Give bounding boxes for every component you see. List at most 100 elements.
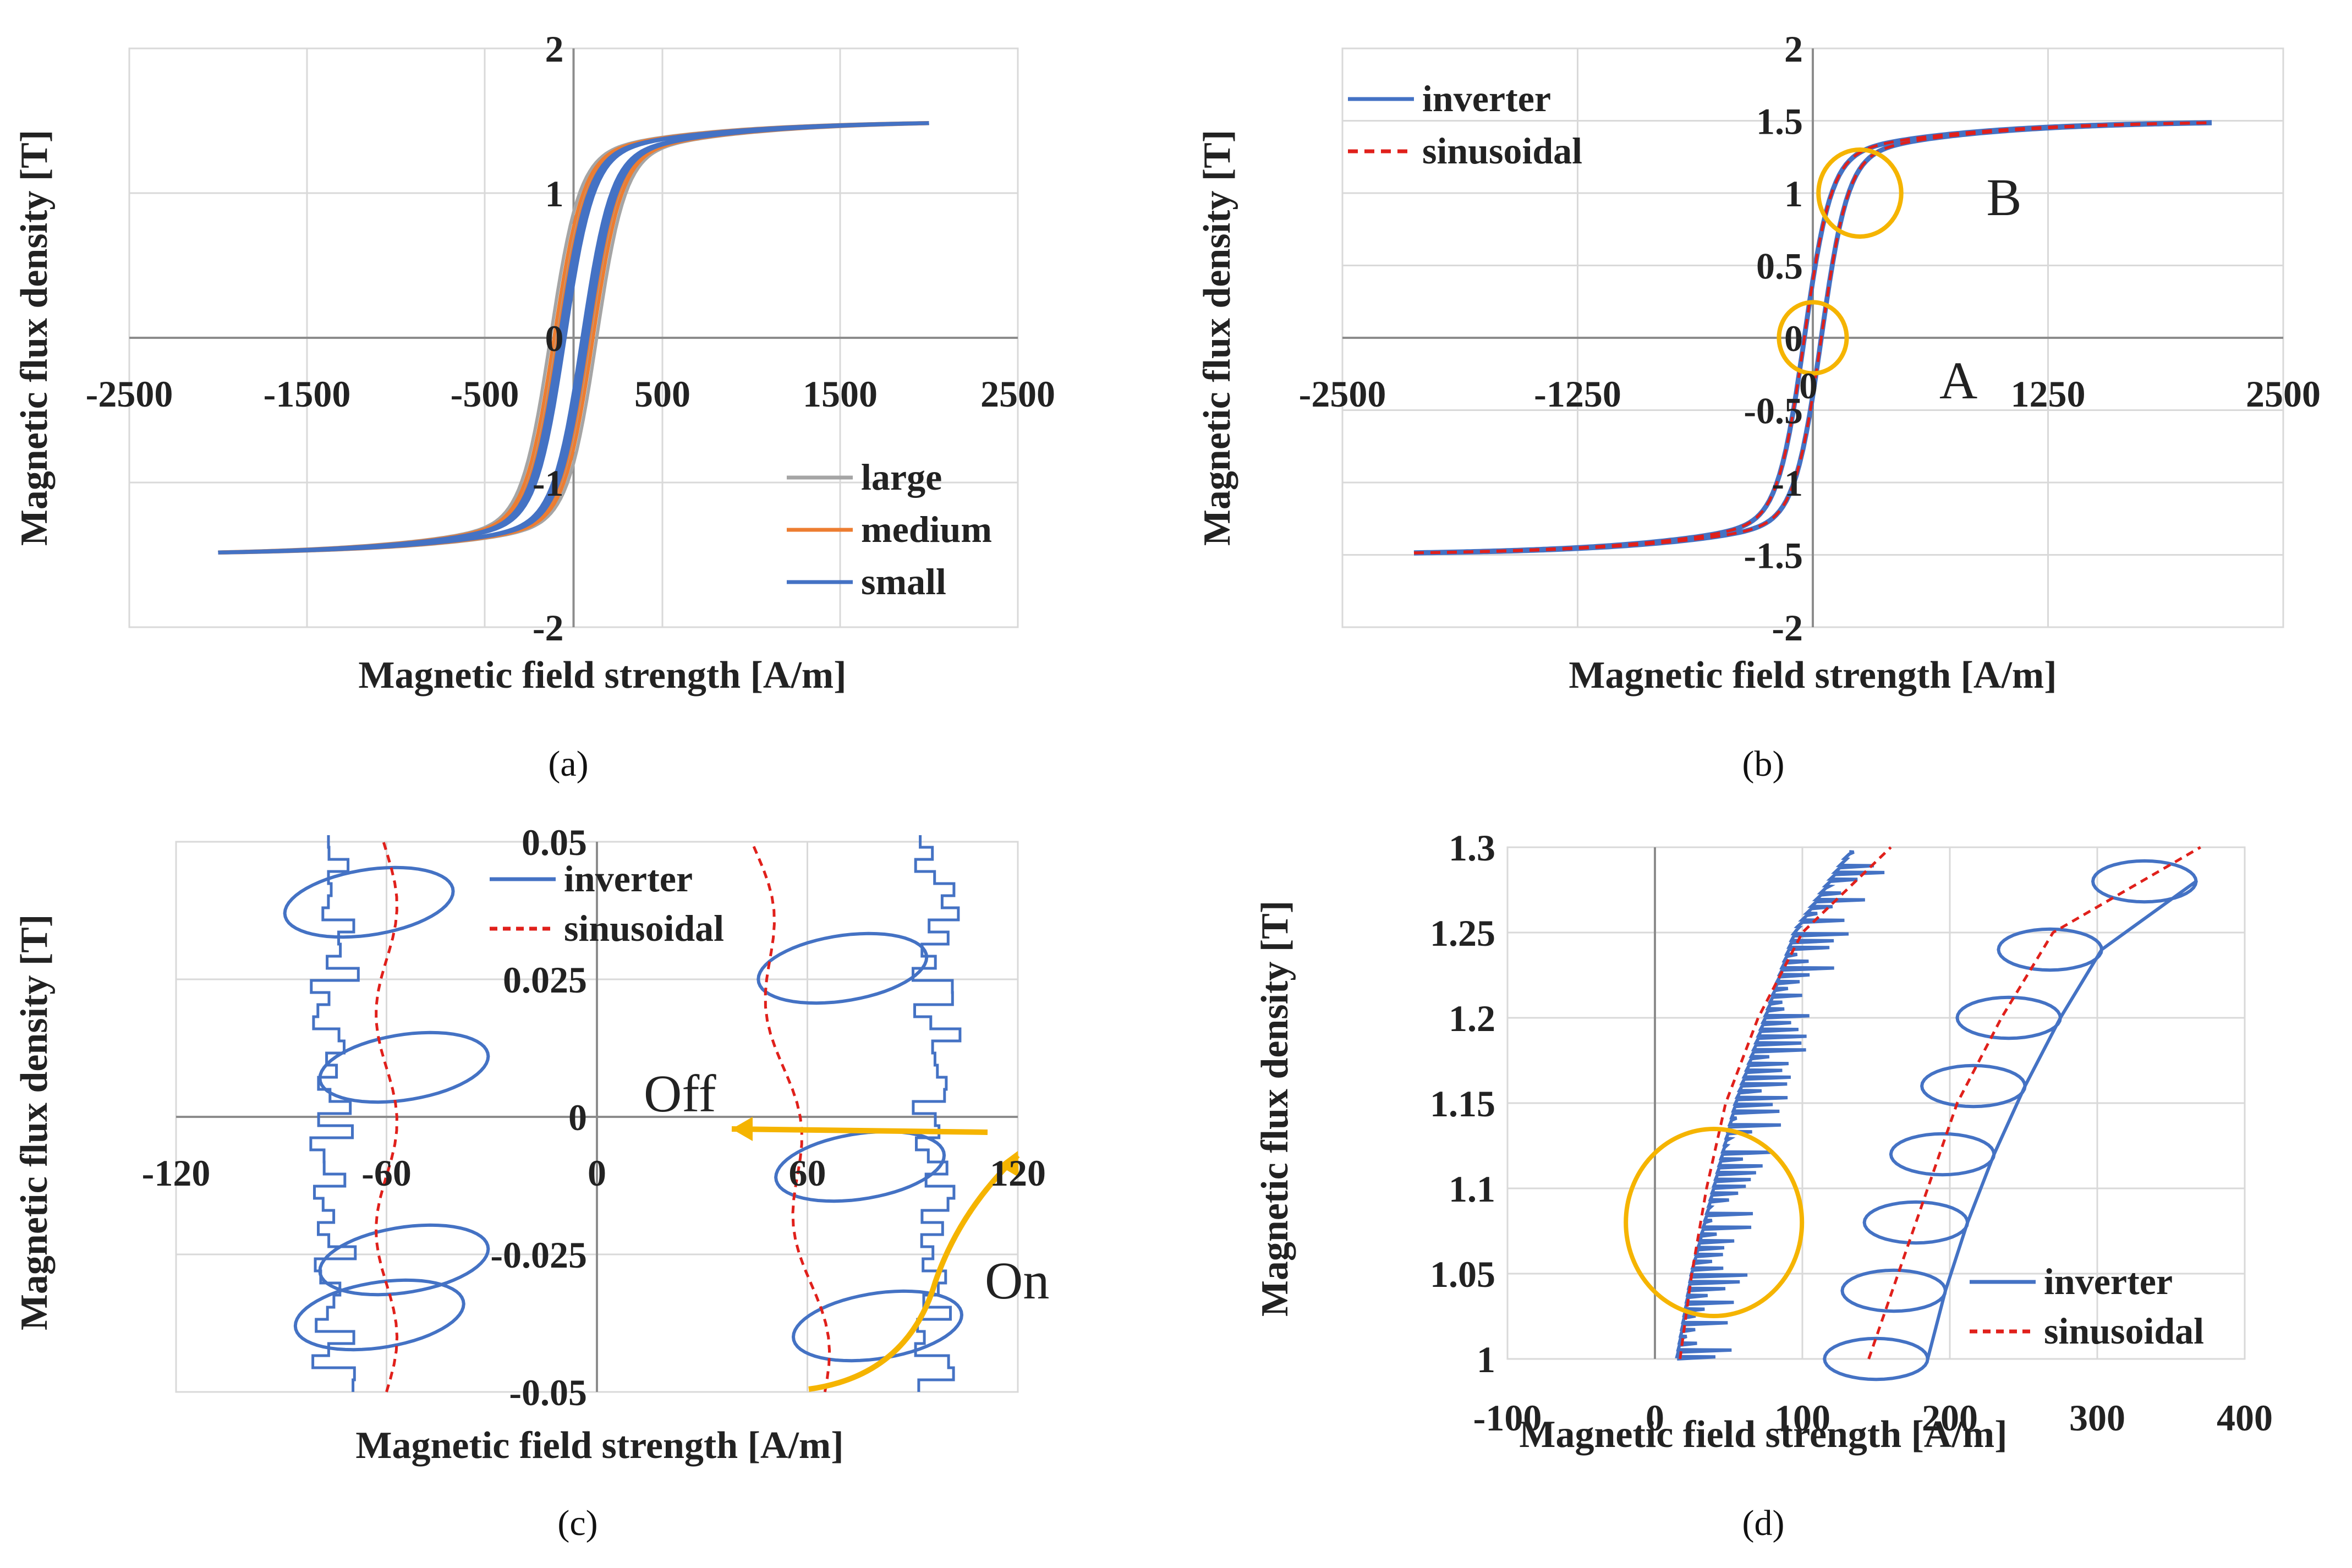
panel-b: AB-2500 -1250 1250 2500-2-1.5-1-0.500.511.5… (1196, 28, 2321, 784)
y-tick-label: 2 (1784, 28, 1803, 70)
y-tick-label: -1 (1772, 462, 1803, 504)
y-tick-label: 1 (1784, 173, 1803, 215)
annotation-label-B: B (1987, 168, 2022, 227)
y-tick-label: 1 (1477, 1339, 1495, 1380)
annotation-on-arrowhead (999, 1151, 1019, 1177)
panel-caption: (a) (548, 744, 588, 784)
y-tick-label: -0.5 (1744, 390, 1803, 432)
y-tick-label: 1.1 (1449, 1168, 1495, 1210)
annotation-circle (1624, 1127, 1805, 1318)
series-inverter-minor-loop (283, 865, 455, 939)
y-axis-title: Magnetic flux density [T] (1196, 130, 1238, 546)
x-tick-label: 300 (2069, 1397, 2125, 1439)
series-sinusoidal-branch (374, 841, 399, 1392)
annotation-label-on: On (985, 1251, 1049, 1310)
panel-caption: (b) (1742, 744, 1785, 784)
x-tick-label: 1250 (2011, 373, 2086, 415)
x-tick-label: -2500 (86, 373, 173, 415)
y-tick-label: -2 (533, 607, 564, 649)
legend-label-large: large (861, 456, 942, 498)
y-tick-label: 0.05 (522, 821, 587, 863)
annotation-circle-B (1816, 147, 1904, 239)
series-inverter-ascending (1675, 850, 1885, 1361)
series-inverter-minor-loop (791, 1289, 964, 1363)
x-tick-label: 0 (588, 1152, 606, 1194)
series-inverter-minor-loop (756, 931, 929, 1005)
series-inverter-minor-loop (318, 1223, 490, 1297)
y-tick-label: -0.05 (509, 1372, 587, 1413)
series-inverter-minor-loop (293, 1278, 465, 1352)
series-sinusoidal-ascending (1679, 846, 1892, 1359)
y-tick-label: 0 (568, 1096, 587, 1138)
x-tick-label: 120 (990, 1152, 1046, 1194)
x-tick-label: -1250 (1534, 373, 1621, 415)
annotation-on-arrow (808, 1153, 1020, 1392)
series-inverter-descending (1823, 859, 2198, 1381)
y-tick-label: 1.15 (1430, 1083, 1495, 1125)
legend-label-sinusoidal: sinusoidal (1422, 130, 1582, 172)
x-tick-label: 0 (1646, 1397, 1664, 1439)
x-tick-label: 200 (1922, 1397, 1978, 1439)
y-axis-title: Magnetic flux density [T] (1254, 901, 1296, 1317)
y-axis-title: Magnetic flux density [T] (13, 914, 56, 1330)
annotation-label-off: Off (644, 1064, 716, 1123)
legend-label-sinusoidal: sinusoidal (564, 907, 724, 949)
legend-label-sinusoidal: sinusoidal (2044, 1310, 2204, 1352)
y-tick-label: 2 (545, 28, 564, 70)
x-axis-title: Magnetic field strength [A/m] (1569, 654, 2057, 697)
series-inverter-minor-loop (318, 1030, 490, 1104)
x-tick-label: -2500 (1299, 373, 1386, 415)
legend-label-medium: medium (861, 508, 992, 550)
annotation-off-arrow (731, 1126, 988, 1135)
x-tick-label: -60 (361, 1152, 412, 1194)
legend-label-small: small (861, 561, 946, 602)
legend-label-inverter: inverter (1422, 78, 1551, 119)
y-tick-label: -1.5 (1744, 535, 1803, 577)
x-tick-label: -100 (1473, 1397, 1542, 1439)
y-tick-label: -2 (1772, 607, 1803, 649)
x-axis-title: Magnetic field strength [A/m] (1519, 1413, 2007, 1456)
series-inverter-branch (912, 835, 962, 1392)
legend-label-inverter: inverter (564, 858, 693, 900)
panel-a: -2500 -1500 -500 500 1500 2500 -2 -1 0 1 2 Magnetic… (13, 28, 1055, 784)
annotation-circle-A (1777, 300, 1849, 376)
y-tick-label: 0 (545, 317, 564, 359)
x-axis-title: Magnetic field strength [A/m] (355, 1424, 843, 1467)
annotation-off-arrowhead (732, 1117, 753, 1141)
series-sinusoidal-descending (1867, 846, 2201, 1359)
y-tick-label: 1.2 (1449, 997, 1495, 1039)
series-sinusoidal-branch (750, 841, 831, 1392)
origin-label: 0 (1799, 365, 1818, 407)
x-tick-label: 500 (634, 373, 690, 415)
y-tick-label: 1.3 (1449, 827, 1495, 869)
y-tick-label: 1.25 (1430, 912, 1495, 954)
series-sinusoidal-descending (1413, 121, 2212, 555)
series-inverter-branch (309, 835, 360, 1392)
x-axis-title: Magnetic field strength [A/m] (358, 654, 846, 697)
x-tick-label: 400 (2217, 1397, 2273, 1439)
y-tick-label: 1.05 (1430, 1253, 1495, 1295)
x-tick-label: -500 (451, 373, 519, 415)
panel-caption: (c) (557, 1503, 597, 1543)
x-tick-label: -120 (142, 1152, 211, 1194)
y-tick-label: -1 (533, 462, 564, 504)
x-tick-label: 60 (789, 1152, 826, 1194)
y-tick-label: 0.5 (1756, 245, 1803, 287)
panel-d: -100 0 100 200 300 400 1 1.05 1.1 1.15 1.2 1.25 1.3 M… (1254, 827, 2273, 1543)
legend-label-inverter: inverter (2044, 1260, 2173, 1302)
panel-caption: (d) (1742, 1503, 1785, 1543)
x-tick-label: -1500 (264, 373, 351, 415)
series-small-descending (218, 121, 929, 554)
x-tick-label: 100 (1774, 1397, 1830, 1439)
y-tick-label: 1.5 (1756, 101, 1803, 142)
y-axis-title: Magnetic flux density [T] (13, 130, 56, 546)
x-tick-label: 2500 (980, 373, 1055, 415)
y-tick-label: 0 (1784, 317, 1803, 359)
y-tick-label: 1 (545, 173, 564, 215)
x-tick-label: 2500 (2246, 373, 2321, 415)
x-tick-label: 1500 (803, 373, 878, 415)
y-tick-label: 0.025 (503, 959, 587, 1001)
y-tick-label: -0.025 (490, 1234, 587, 1276)
